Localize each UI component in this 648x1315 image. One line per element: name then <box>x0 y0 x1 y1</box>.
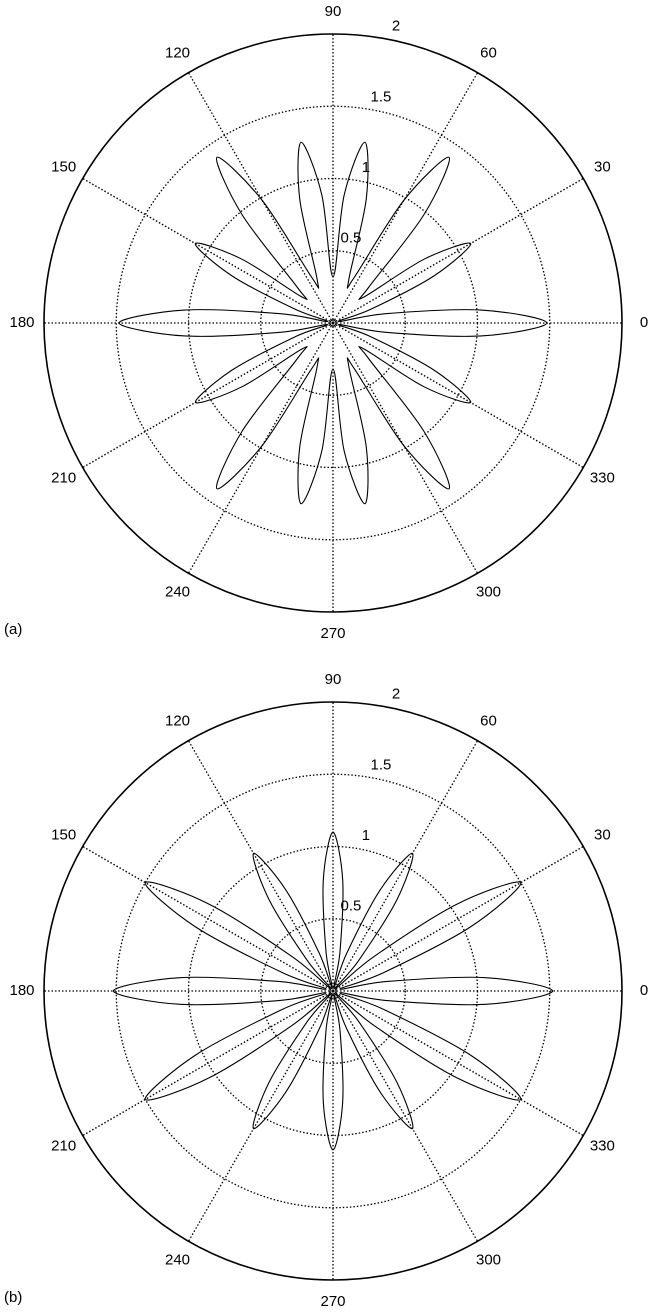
r-tick-label: 0.5 <box>341 230 362 247</box>
theta-tick-label: 120 <box>165 713 190 730</box>
r-tick-label: 1.5 <box>371 756 392 773</box>
radial-grid-circle <box>260 918 406 1064</box>
theta-tick-label: 300 <box>476 1251 501 1268</box>
theta-tick-label: 240 <box>165 583 190 600</box>
radial-grid-circle <box>187 845 479 1137</box>
r-tick-label: 2 <box>392 18 400 35</box>
spoke-grid-line <box>187 990 334 1242</box>
r-tick-label: 1 <box>362 827 370 844</box>
r-tick-label: 1.5 <box>371 88 392 105</box>
theta-tick-label: 90 <box>325 3 342 20</box>
outer-circle <box>43 701 623 1281</box>
spoke-grid-line <box>332 177 584 324</box>
spoke-grid-line <box>332 990 584 1137</box>
theta-tick-label: 270 <box>320 625 345 642</box>
theta-tick-label: 30 <box>594 158 611 175</box>
radial-grid-circle <box>260 250 406 396</box>
theta-tick-label: 150 <box>51 826 76 843</box>
r-tick-label: 0.5 <box>341 898 362 915</box>
theta-tick-label: 330 <box>590 469 615 486</box>
theta-tick-label: 300 <box>476 583 501 600</box>
polar-curve <box>118 141 548 505</box>
r-tick-label: 2 <box>392 686 400 703</box>
theta-tick-label: 0 <box>640 314 648 331</box>
spoke-grid-line <box>332 845 584 992</box>
radial-grid-circle <box>115 105 551 541</box>
radial-grid-circle <box>115 773 551 1209</box>
theta-tick-label: 60 <box>480 713 497 730</box>
theta-tick-label: 150 <box>51 158 76 175</box>
theta-tick-label: 120 <box>165 45 190 62</box>
center-dot <box>329 319 337 327</box>
theta-tick-label: 270 <box>320 1293 345 1310</box>
center-dot <box>329 987 337 995</box>
theta-tick-label: 330 <box>590 1137 615 1154</box>
theta-tick-label: 180 <box>9 982 34 999</box>
theta-tick-label: 30 <box>594 826 611 843</box>
theta-tick-label: 240 <box>165 1251 190 1268</box>
theta-tick-label: 60 <box>480 45 497 62</box>
theta-tick-label: 0 <box>640 982 648 999</box>
panel-label: (a) <box>4 621 22 638</box>
theta-tick-label: 210 <box>51 469 76 486</box>
spoke-grid-line <box>187 740 334 992</box>
polar-curve <box>112 831 554 1151</box>
outer-circle <box>43 33 623 613</box>
theta-tick-label: 180 <box>9 314 34 331</box>
panel-label: (b) <box>4 1289 22 1306</box>
theta-tick-label: 90 <box>325 671 342 688</box>
spoke-grid-line <box>332 322 584 469</box>
r-tick-label: 1 <box>362 159 370 176</box>
radial-grid-circle <box>187 177 479 469</box>
theta-tick-label: 210 <box>51 1137 76 1154</box>
